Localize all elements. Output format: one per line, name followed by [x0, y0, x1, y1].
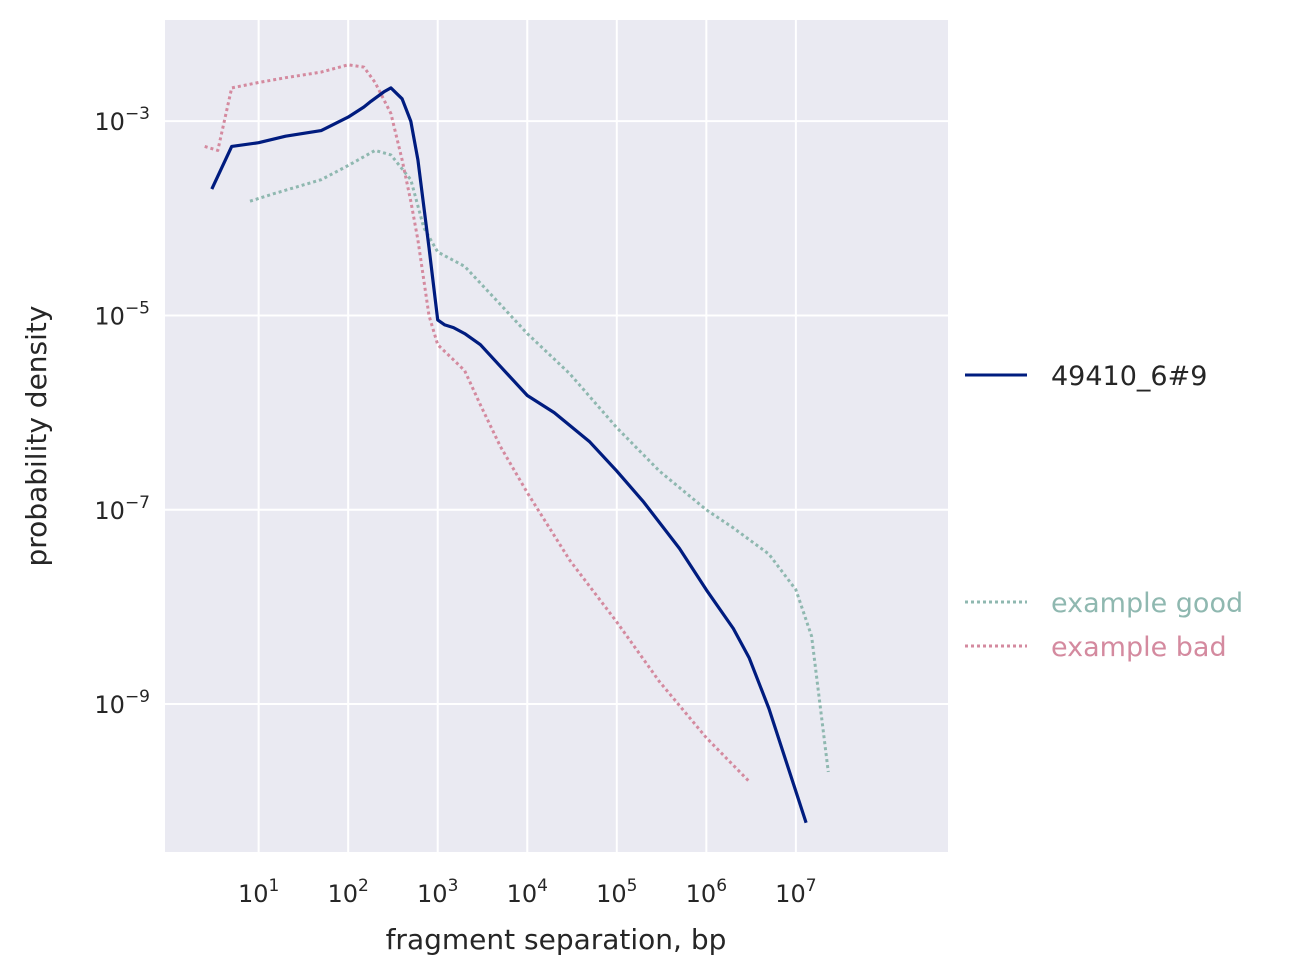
x-tick-label: 106 [686, 876, 727, 908]
legend-examples: example good example bad [965, 588, 1243, 663]
series-lines [204, 63, 830, 824]
x-tick-label: 107 [775, 876, 816, 908]
y-tick-label: 10−3 [94, 104, 150, 136]
y-tick-label: 10−7 [94, 493, 150, 525]
y-tick-label: 10−9 [94, 687, 150, 719]
grid-lines [165, 20, 948, 852]
series-line-0 [210, 86, 808, 824]
x-tick-label: 101 [238, 876, 279, 908]
x-tick-label: 102 [327, 876, 368, 908]
x-tick-label: 104 [507, 876, 548, 908]
legend-label-0: 49410_6#9 [1051, 361, 1207, 392]
plot-area [165, 20, 948, 852]
legend-label-2: example bad [1051, 632, 1227, 663]
y-tick-labels: 10−3 10−5 10−7 10−9 [94, 104, 150, 719]
x-axis-title: fragment separation, bp [386, 923, 727, 956]
legend-primary: 49410_6#9 [965, 361, 1207, 392]
series-line-2 [204, 63, 751, 783]
legend-label-1: example good [1051, 588, 1243, 619]
series-line-1 [249, 148, 830, 773]
x-tick-labels: 101 102 103 104 105 106 107 [238, 876, 817, 908]
x-tick-label: 103 [417, 876, 458, 908]
x-tick-label: 105 [596, 876, 637, 908]
y-tick-label: 10−5 [94, 298, 150, 330]
y-axis-title: probability density [20, 306, 53, 567]
